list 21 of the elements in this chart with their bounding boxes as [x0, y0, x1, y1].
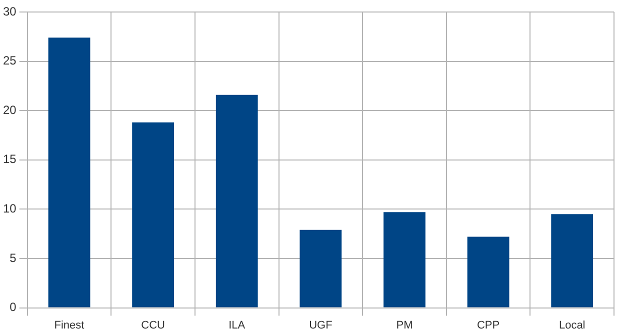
bar [467, 236, 510, 308]
y-tick-label: 0 [10, 300, 17, 314]
x-tick-label: ILA [228, 319, 246, 332]
bar [132, 122, 174, 308]
bar [384, 212, 426, 308]
y-tick-label: 20 [2, 102, 17, 117]
x-tick-label: PM [396, 319, 413, 332]
x-tick-label: Finest [54, 319, 84, 332]
y-tick-label: 25 [2, 54, 17, 68]
y-tick-label: 30 [2, 4, 17, 18]
y-tick-label: 5 [10, 250, 17, 265]
bar [551, 214, 594, 308]
bar [300, 230, 342, 308]
y-tick-label: 15 [2, 152, 17, 166]
x-tick-label: Local [558, 319, 586, 332]
x-tick-label: CCU [141, 319, 166, 332]
x-tick-label: CPP [476, 319, 500, 332]
x-tick-label: UGF [309, 319, 333, 332]
bar [48, 38, 90, 308]
y-tick-label: 10 [2, 202, 17, 216]
bar [216, 94, 258, 308]
